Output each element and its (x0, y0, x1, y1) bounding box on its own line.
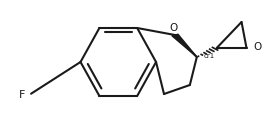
Text: O: O (254, 42, 262, 52)
Polygon shape (172, 34, 197, 57)
Text: F: F (19, 90, 25, 100)
Text: cr1: cr1 (203, 53, 215, 59)
Text: O: O (169, 23, 178, 33)
